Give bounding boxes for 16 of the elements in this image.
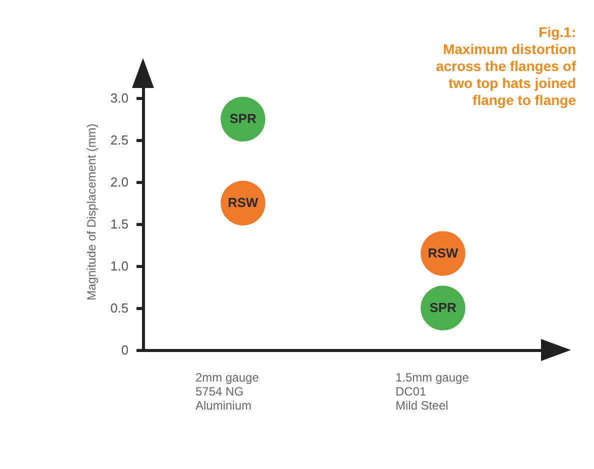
y-tick-label: 2.0 [110, 174, 128, 190]
x-tick-label: 2mm gauge 5754 NG Aluminium [196, 370, 260, 412]
y-tick-label: 1.5 [110, 216, 128, 232]
y-axis-title: Magnitude of Displacement (mm) [84, 124, 98, 300]
y-tick-label: 1.0 [110, 258, 128, 274]
y-tick-label: 0.5 [110, 300, 128, 316]
text: RSW [428, 245, 458, 260]
y-tick-label: 0 [121, 342, 128, 358]
y-tick-label: 2.5 [110, 132, 128, 148]
y-tick-label: 3.0 [110, 90, 128, 106]
series-label: SPR [230, 111, 257, 126]
chart-title: Fig.1: [538, 24, 576, 41]
series-label: RSW [228, 195, 259, 210]
x-tick-label: 1.5mm gauge DC01 Mild Steel [396, 370, 470, 412]
text: SPR [430, 300, 456, 316]
chart-subtitle: Maximum distortion across the flanges of two top hats joined flange to flange [434, 41, 576, 109]
